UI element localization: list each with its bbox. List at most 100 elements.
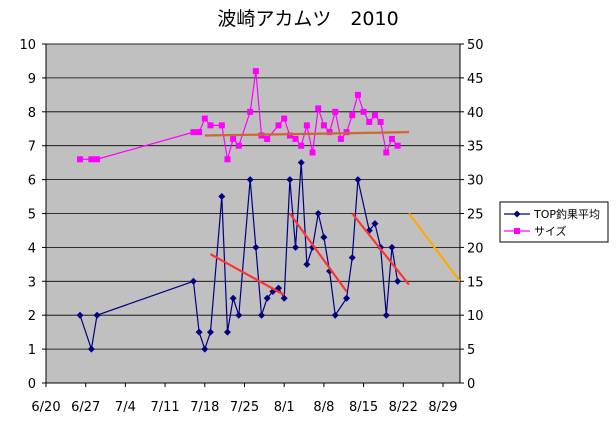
- top-catch-data-point: [223, 328, 231, 336]
- size-data-point: [235, 142, 242, 149]
- x-tick-label: 8/1: [274, 400, 295, 415]
- y-right-tick-label: 5: [467, 343, 475, 358]
- y-left-tick-label: 7: [28, 140, 36, 155]
- size-data-point: [337, 135, 344, 142]
- top-catch-data-point: [246, 176, 254, 184]
- y-right-tick-label: 45: [467, 72, 484, 87]
- size-data-point: [326, 129, 333, 136]
- size-data-point: [320, 122, 327, 129]
- x-tick-label: 6/27: [71, 400, 100, 415]
- size-data-point: [366, 118, 373, 125]
- size-data-point: [196, 129, 203, 136]
- top-catch-data-point: [206, 328, 214, 336]
- size-data-point: [383, 149, 390, 156]
- x-tick-label: 8/29: [428, 400, 457, 415]
- size-data-point: [207, 122, 214, 129]
- chart-title: 波崎アカムツ 2010: [217, 8, 398, 30]
- top-catch-data-point: [201, 345, 209, 353]
- trendline: [408, 212, 460, 282]
- y-right-tick-label: 0: [467, 377, 475, 392]
- top-catch-data-point: [280, 294, 288, 302]
- y-left-tick-label: 9: [28, 72, 36, 87]
- size-data-point: [303, 122, 310, 129]
- top-catch-data-point: [189, 277, 197, 285]
- legend-size-label: サイズ: [534, 224, 567, 238]
- legend-top-catch-label: TOP釣果平均: [533, 207, 600, 221]
- size-data-point: [190, 129, 197, 136]
- top-catch-data-point: [382, 311, 390, 319]
- top-catch-data-point: [331, 311, 339, 319]
- top-catch-data-point: [348, 254, 356, 262]
- size-data-point: [286, 132, 293, 139]
- top-catch-data-point: [292, 243, 300, 251]
- legend-size-marker: [514, 228, 520, 234]
- size-data-point: [88, 156, 95, 163]
- size-data-point: [264, 135, 271, 142]
- top-catch-series-line: [79, 162, 399, 351]
- top-catch-data-point: [93, 311, 101, 319]
- size-data-point: [377, 118, 384, 125]
- size-data-point: [94, 156, 101, 163]
- y-left-tick-label: 8: [28, 106, 36, 121]
- trendline: [204, 131, 409, 137]
- top-catch-data-point: [286, 176, 294, 184]
- top-catch-data-point: [87, 345, 95, 353]
- top-catch-data-point: [343, 294, 351, 302]
- size-data-point: [315, 105, 322, 112]
- top-catch-data-point: [320, 233, 328, 241]
- x-tick-label: 8/8: [313, 400, 334, 415]
- y-right-tick-label: 50: [467, 38, 484, 53]
- size-data-point: [281, 115, 288, 122]
- size-data-point: [371, 112, 378, 119]
- y-right-tick-label: 35: [467, 140, 484, 155]
- size-data-point: [230, 135, 237, 142]
- size-data-point: [298, 142, 305, 149]
- top-catch-data-point: [229, 294, 237, 302]
- size-data-point: [349, 112, 356, 119]
- x-tick-label: 8/22: [389, 400, 418, 415]
- trendline: [209, 253, 285, 296]
- legend-top-catch-marker: [513, 210, 521, 218]
- size-data-point: [388, 135, 395, 142]
- size-data-point: [247, 108, 254, 115]
- top-catch-data-point: [235, 311, 243, 319]
- size-data-point: [218, 122, 225, 129]
- top-catch-data-point: [303, 260, 311, 268]
- x-tick-label: 7/25: [230, 400, 259, 415]
- x-tick-label: 6/20: [31, 400, 60, 415]
- top-catch-data-point: [263, 294, 271, 302]
- y-right-tick-label: 20: [467, 241, 484, 256]
- size-data-point: [224, 156, 231, 163]
- top-catch-data-point: [258, 311, 266, 319]
- size-data-point: [332, 108, 339, 115]
- y-left-tick-label: 3: [28, 275, 36, 290]
- x-tick-label: 7/18: [190, 400, 219, 415]
- x-tick-label: 7/11: [150, 400, 179, 415]
- x-tick-label: 8/15: [349, 400, 378, 415]
- size-data-point: [275, 122, 282, 129]
- y-right-tick-label: 30: [467, 174, 484, 189]
- y-left-tick-label: 5: [28, 208, 36, 223]
- y-left-tick-label: 2: [28, 309, 36, 324]
- y-left-tick-label: 10: [19, 38, 36, 53]
- y-right-tick-label: 15: [467, 275, 484, 290]
- y-right-tick-label: 25: [467, 208, 484, 223]
- top-catch-data-point: [297, 159, 305, 167]
- size-data-point: [292, 135, 299, 142]
- y-left-tick-label: 6: [28, 174, 36, 189]
- top-catch-data-point: [252, 243, 260, 251]
- top-catch-data-point: [371, 220, 379, 228]
- legend-box: [499, 201, 609, 243]
- trendline: [351, 212, 410, 286]
- top-catch-data-point: [218, 193, 226, 201]
- size-data-point: [309, 149, 316, 156]
- x-tick-label: 7/4: [115, 400, 136, 415]
- top-catch-data-point: [76, 311, 84, 319]
- top-catch-data-point: [195, 328, 203, 336]
- top-catch-data-point: [354, 176, 362, 184]
- top-catch-data-point: [394, 277, 402, 285]
- size-data-point: [252, 68, 259, 75]
- trendline: [288, 212, 348, 293]
